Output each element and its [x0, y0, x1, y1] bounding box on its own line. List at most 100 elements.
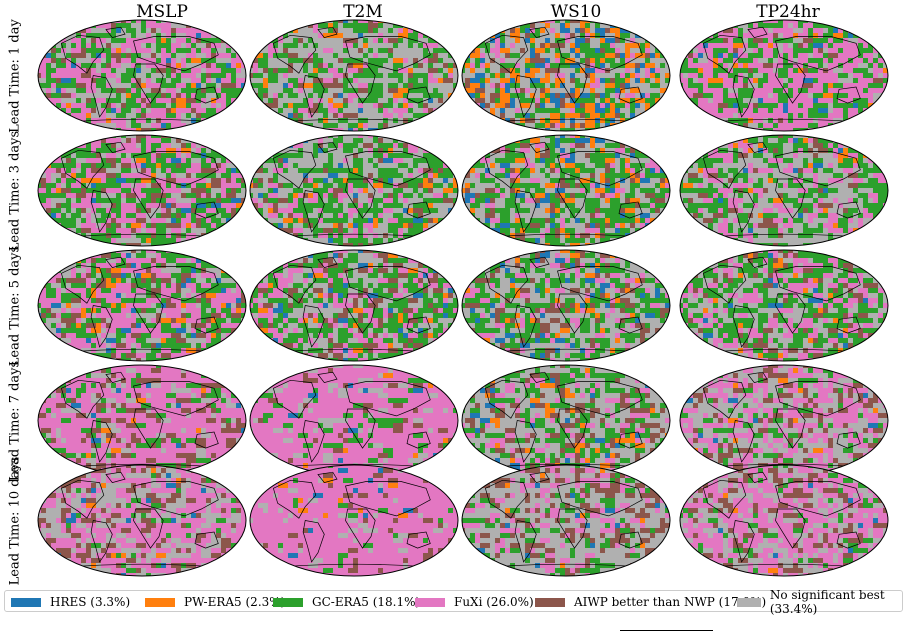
row-label-10-days: Lead Time: 10 days: [7, 456, 23, 585]
map-pixels: [462, 20, 670, 131]
map-pixels: [680, 135, 888, 246]
map-pixels: [680, 250, 888, 361]
map-pixels: [462, 250, 670, 361]
map-pixels: [38, 465, 246, 576]
map-panel-lead-time-10-days-mslp: [36, 463, 248, 578]
legend-label-fuxi: FuXi (26.0%): [454, 595, 534, 609]
row-label-5-days: Lead Time: 5 days: [7, 245, 23, 366]
legend-label-pw-era5: PW-ERA5 (2.3%): [184, 595, 286, 609]
map-svg: [461, 19, 671, 132]
legend-swatch-hres: [11, 597, 41, 607]
map-outline: [37, 464, 247, 577]
map-panel-lead-time-5-days-ws10: [460, 248, 672, 363]
map-pixels: [462, 135, 670, 246]
map-svg: [461, 464, 671, 577]
legend-swatch-fuxi: [415, 597, 445, 607]
column-title-t2m: T2M: [343, 2, 383, 22]
map-svg: [37, 364, 247, 477]
map-panel-lead-time-10-days-t2m: [248, 463, 460, 578]
map-panel-lead-time-10-days-ws10: [460, 463, 672, 578]
map-outline: [249, 134, 459, 247]
map-panel-lead-time-1-day-tp24hr: [678, 18, 890, 133]
map-panel-lead-time-1-day-mslp: [36, 18, 248, 133]
map-outline: [249, 19, 459, 132]
map-outline: [37, 134, 247, 247]
map-panel-lead-time-5-days-tp24hr: [678, 248, 890, 363]
map-panel-lead-time-5-days-mslp: [36, 248, 248, 363]
map-outline: [37, 249, 247, 362]
map-outline: [679, 249, 889, 362]
map-svg: [461, 134, 671, 247]
legend: HRES (3.3%) PW-ERA5 (2.3%) GC-ERA5 (18.1…: [4, 588, 903, 616]
map-pixels: [250, 365, 458, 476]
map-outline: [461, 249, 671, 362]
map-svg: [37, 249, 247, 362]
scale-bar: [620, 630, 713, 631]
map-svg: [249, 464, 459, 577]
map-pixels: [250, 250, 458, 361]
map-outline: [249, 249, 459, 362]
row-label-1-day: Lead Time: 1 day: [7, 18, 23, 133]
legend-swatch-aiwp: [535, 597, 565, 607]
map-pixels: [38, 250, 246, 361]
legend-label-no-significant-best: No significant best (33.4%): [769, 588, 885, 616]
map-outline: [679, 19, 889, 132]
map-svg: [679, 249, 889, 362]
legend-item-hres: HRES (3.3%): [11, 594, 130, 610]
map-panel-lead-time-3-days-mslp: [36, 133, 248, 248]
map-outline: [679, 464, 889, 577]
legend-item-aiwp: AIWP better than NWP (17.0%): [535, 594, 766, 610]
map-outline: [249, 464, 459, 577]
map-outline: [461, 19, 671, 132]
map-panel-lead-time-7-days-t2m: [248, 363, 460, 478]
map-pixels: [250, 135, 458, 246]
map-svg: [249, 364, 459, 477]
legend-item-pw-era5: PW-ERA5 (2.3%): [145, 594, 285, 610]
row-label-3-days: Lead Time: 3 days: [7, 130, 23, 251]
map-svg: [37, 134, 247, 247]
legend-swatch-gc-era5: [273, 597, 303, 607]
map-panel-lead-time-1-day-t2m: [248, 18, 460, 133]
map-svg: [679, 464, 889, 577]
map-svg: [679, 19, 889, 132]
map-svg: [461, 364, 671, 477]
map-svg: [249, 134, 459, 247]
legend-swatch-no-significant-best: [737, 597, 761, 607]
map-pixels: [250, 20, 458, 131]
map-svg: [679, 364, 889, 477]
map-pixels: [38, 135, 246, 246]
map-pixels: [250, 465, 458, 576]
map-pixels: [462, 465, 670, 576]
map-svg: [249, 19, 459, 132]
legend-swatch-pw-era5: [145, 597, 175, 607]
map-outline: [37, 19, 247, 132]
legend-label-aiwp: AIWP better than NWP (17.0%): [574, 595, 767, 609]
map-pixels: [38, 365, 246, 476]
map-pixels: [38, 20, 246, 131]
map-panel-lead-time-3-days-t2m: [248, 133, 460, 248]
column-title-ws10: WS10: [550, 2, 602, 22]
map-panel-lead-time-10-days-tp24hr: [678, 463, 890, 578]
map-outline: [679, 134, 889, 247]
legend-label-hres: HRES (3.3%): [50, 595, 131, 609]
legend-label-gc-era5: GC-ERA5 (18.1%): [312, 595, 421, 609]
map-pixels: [680, 365, 888, 476]
map-panel-lead-time-7-days-mslp: [36, 363, 248, 478]
map-outline: [461, 134, 671, 247]
map-outline: [461, 464, 671, 577]
legend-item-gc-era5: GC-ERA5 (18.1%): [273, 594, 420, 610]
map-panel-lead-time-1-day-ws10: [460, 18, 672, 133]
column-title-tp24hr: TP24hr: [756, 2, 820, 22]
map-pixels: [680, 20, 888, 131]
column-title-mslp: MSLP: [136, 2, 188, 22]
map-panel-lead-time-5-days-t2m: [248, 248, 460, 363]
map-svg: [461, 249, 671, 362]
map-svg: [679, 134, 889, 247]
legend-item-no-significant-best: No significant best (33.4%): [737, 588, 902, 616]
map-panel-lead-time-3-days-ws10: [460, 133, 672, 248]
legend-item-fuxi: FuXi (26.0%): [415, 594, 534, 610]
map-panel-lead-time-7-days-ws10: [460, 363, 672, 478]
map-svg: [37, 464, 247, 577]
map-pixels: [462, 365, 670, 476]
map-panel-lead-time-7-days-tp24hr: [678, 363, 890, 478]
